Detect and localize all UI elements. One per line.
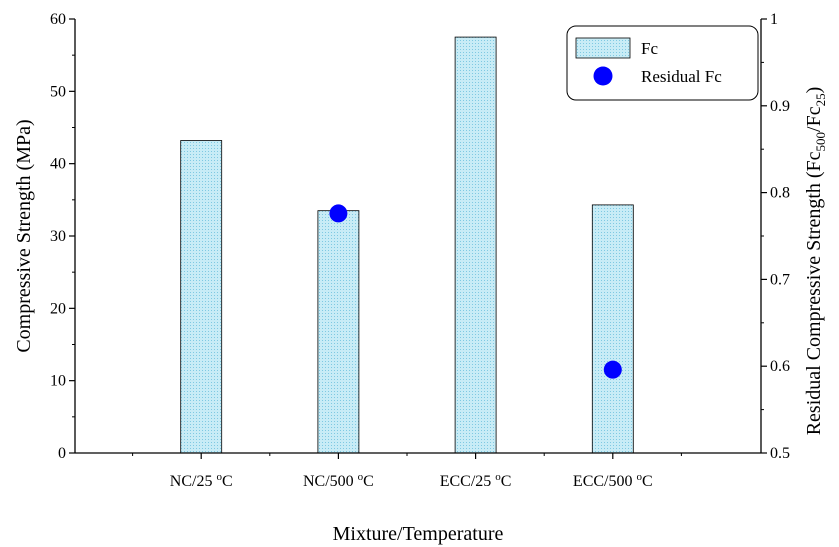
y-tick-label: 10 xyxy=(50,373,66,390)
bar-4 xyxy=(591,204,634,454)
y2-tick-label: 0.6 xyxy=(770,358,790,375)
y2-tick-label: 0.9 xyxy=(770,98,790,115)
residual-marker-4 xyxy=(603,360,622,379)
y-tick-label: 60 xyxy=(50,11,66,28)
bar-1 xyxy=(180,140,223,454)
legend-label-fc: Fc xyxy=(641,39,658,58)
y2-tick-label: 0.8 xyxy=(770,185,790,202)
y-tick-label: 40 xyxy=(50,156,66,173)
legend-box xyxy=(566,25,759,101)
legend-swatch-fc xyxy=(575,37,631,59)
legend: Fc Residual Fc xyxy=(566,25,759,101)
y2-tick-label: 0.5 xyxy=(770,445,790,462)
y-tick-label: 50 xyxy=(50,83,66,100)
y2-tick-label: 1 xyxy=(770,11,778,28)
x-tick-label: ECC/25 oC xyxy=(440,471,512,490)
y2-tick-label: 0.7 xyxy=(770,271,790,288)
residual-marker-2 xyxy=(329,204,348,223)
x-tick-label: NC/25 oC xyxy=(170,471,233,490)
legend-label-residual-fc: Residual Fc xyxy=(641,67,722,86)
legend-marker-residual-fc xyxy=(593,66,613,86)
x-tick-label: ECC/500 oC xyxy=(573,471,653,490)
bar-2 xyxy=(317,210,360,454)
x-tick-label: NC/500 oC xyxy=(303,471,374,490)
y-tick-label: 30 xyxy=(50,228,66,245)
bar-3 xyxy=(454,36,497,454)
y-tick-label: 20 xyxy=(50,300,66,317)
y-axis-title: Compressive Strength (MPa) xyxy=(13,119,35,352)
y-tick-label: 0 xyxy=(58,445,66,462)
y2-axis-title: Residual Compressive Strength (Fc500/Fc2… xyxy=(803,87,828,436)
x-axis-title: Mixture/Temperature xyxy=(333,523,504,545)
